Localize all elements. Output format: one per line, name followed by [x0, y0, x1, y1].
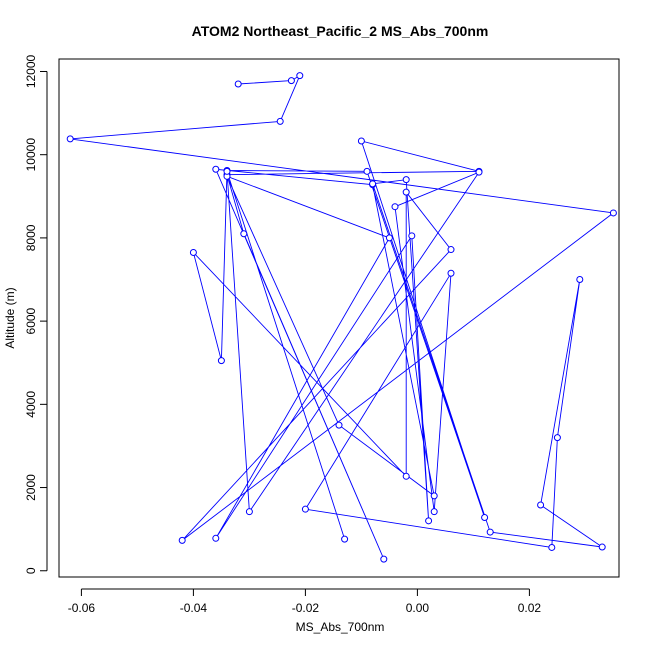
- data-point: [212, 534, 220, 542]
- data-point: [402, 176, 410, 184]
- data-point: [234, 80, 242, 88]
- data-point: [447, 246, 455, 254]
- data-point: [301, 505, 309, 513]
- x-tick-label: -0.02: [292, 601, 320, 615]
- y-tick-label: 12000: [24, 54, 38, 88]
- y-axis: 0 2000 4000 6000 8000 10000 12000: [24, 54, 48, 574]
- y-tick-label: 4000: [24, 391, 38, 418]
- data-point: [189, 248, 197, 256]
- data-point: [223, 167, 231, 175]
- series-markers: [66, 72, 617, 563]
- y-tick-label: 0: [24, 567, 38, 574]
- x-tick-label: 0.00: [406, 601, 430, 615]
- data-point: [296, 72, 304, 80]
- data-point: [380, 555, 388, 563]
- x-tick-label: 0.02: [518, 601, 542, 615]
- x-tick-label: -0.04: [180, 601, 208, 615]
- data-point: [481, 514, 489, 522]
- data-point: [335, 421, 343, 429]
- data-point: [475, 168, 483, 176]
- data-point: [430, 508, 438, 516]
- x-axis: -0.06 -0.04 -0.02 0.00 0.02: [68, 588, 542, 615]
- data-point: [178, 536, 186, 544]
- series-path: [70, 74, 615, 560]
- data-point: [402, 472, 410, 480]
- data-point: [537, 501, 545, 509]
- data-point: [245, 508, 253, 516]
- data-point: [357, 137, 365, 145]
- data-point: [425, 517, 433, 525]
- y-tick-label: 8000: [24, 224, 38, 251]
- data-point: [447, 269, 455, 277]
- data-point: [408, 232, 416, 240]
- data-point: [217, 357, 225, 365]
- data-point: [240, 230, 248, 238]
- x-tick-label: -0.06: [68, 601, 96, 615]
- y-axis-label: Altitude (m): [3, 287, 17, 348]
- data-point: [402, 188, 410, 196]
- data-point: [486, 528, 494, 536]
- data-point: [363, 167, 371, 175]
- data-point: [576, 276, 584, 284]
- data-point: [553, 434, 561, 442]
- data-point: [598, 543, 606, 551]
- data-point: [369, 180, 377, 188]
- x-axis-label: MS_Abs_700nm: [296, 620, 385, 634]
- data-point: [430, 492, 438, 500]
- data-point: [609, 209, 617, 217]
- data-point: [212, 165, 220, 173]
- data-point: [276, 117, 284, 125]
- chart-title: ATOM2 Northeast_Pacific_2 MS_Abs_700nm: [192, 23, 489, 39]
- data-point: [341, 535, 349, 543]
- data-point: [391, 203, 399, 211]
- data-point: [66, 135, 74, 143]
- data-point: [548, 543, 556, 551]
- y-tick-label: 2000: [24, 474, 38, 501]
- data-point: [287, 77, 295, 85]
- y-tick-label: 10000: [24, 138, 38, 172]
- data-point: [385, 234, 393, 242]
- series-line: [70, 74, 615, 560]
- plot-frame: [58, 58, 620, 578]
- y-tick-label: 6000: [24, 307, 38, 334]
